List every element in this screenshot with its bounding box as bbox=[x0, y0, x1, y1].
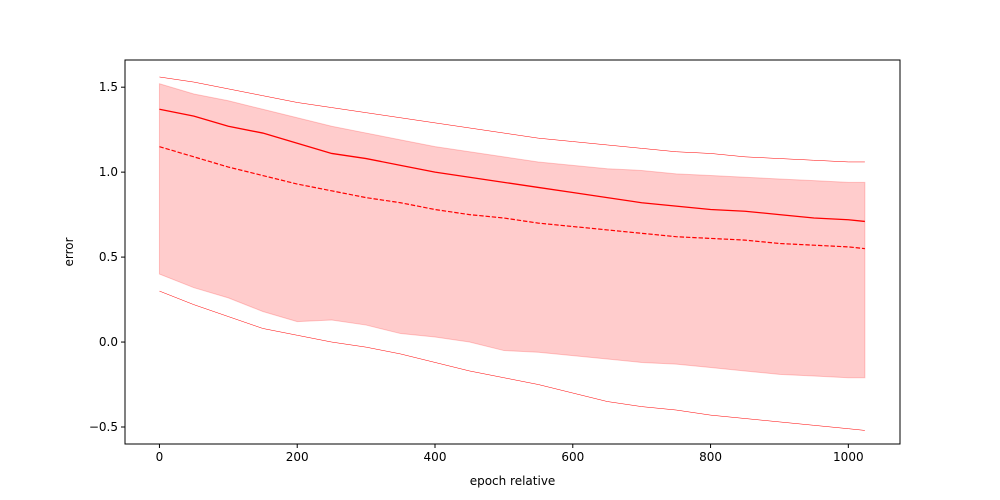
x-tick-label: 400 bbox=[424, 450, 447, 464]
x-tick-label: 800 bbox=[699, 450, 722, 464]
plot-area bbox=[158, 76, 866, 431]
x-tick-label: 1000 bbox=[833, 450, 864, 464]
y-axis-ticks: −0.5 0.0 0.5 1.0 1.5 bbox=[89, 80, 125, 434]
x-axis-label: epoch relative bbox=[470, 474, 556, 488]
outer-lower-line bbox=[159, 290, 865, 431]
y-tick-label: 1.5 bbox=[99, 80, 118, 94]
y-tick-label: 0.0 bbox=[99, 335, 118, 349]
std-band bbox=[158, 83, 866, 379]
x-axis-ticks: 0 200 400 600 800 1000 bbox=[156, 444, 864, 464]
y-tick-label: 0.5 bbox=[99, 250, 118, 264]
axes-frame bbox=[124, 59, 901, 445]
y-tick-label: 1.0 bbox=[99, 165, 118, 179]
median-line bbox=[159, 146, 865, 250]
x-tick-label: 200 bbox=[286, 450, 309, 464]
x-tick-label: 0 bbox=[156, 450, 164, 464]
outer-upper-line bbox=[159, 76, 865, 163]
y-axis-label: error bbox=[62, 237, 76, 266]
mean-line bbox=[159, 108, 865, 223]
x-tick-label: 600 bbox=[561, 450, 584, 464]
y-tick-label: −0.5 bbox=[89, 420, 118, 434]
